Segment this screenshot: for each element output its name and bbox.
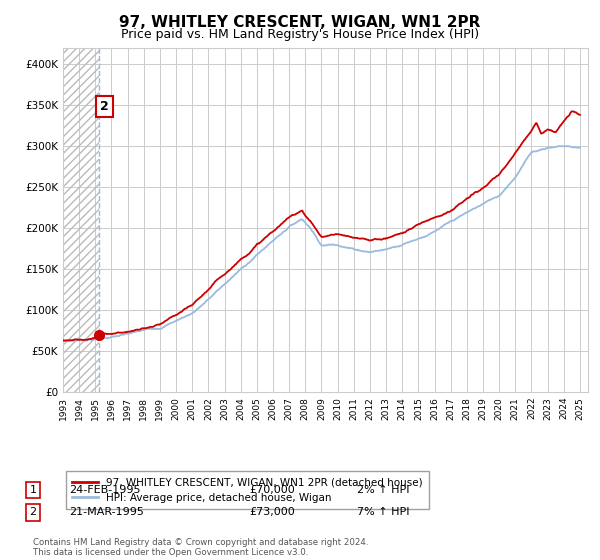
Text: Price paid vs. HM Land Registry's House Price Index (HPI): Price paid vs. HM Land Registry's House …: [121, 28, 479, 41]
Text: 2: 2: [100, 100, 109, 113]
Text: 7% ↑ HPI: 7% ↑ HPI: [357, 507, 409, 517]
Text: 2: 2: [29, 507, 37, 517]
Text: 1: 1: [29, 485, 37, 495]
Text: 24-FEB-1995: 24-FEB-1995: [69, 485, 140, 495]
Text: 2% ↑ HPI: 2% ↑ HPI: [357, 485, 409, 495]
Text: 97, WHITLEY CRESCENT, WIGAN, WN1 2PR: 97, WHITLEY CRESCENT, WIGAN, WN1 2PR: [119, 15, 481, 30]
Text: £73,000: £73,000: [249, 507, 295, 517]
Text: £70,000: £70,000: [249, 485, 295, 495]
Legend: 97, WHITLEY CRESCENT, WIGAN, WN1 2PR (detached house), HPI: Average price, detac: 97, WHITLEY CRESCENT, WIGAN, WN1 2PR (de…: [65, 472, 429, 509]
Bar: [63, 48, 100, 392]
Text: 21-MAR-1995: 21-MAR-1995: [69, 507, 144, 517]
Text: Contains HM Land Registry data © Crown copyright and database right 2024.
This d: Contains HM Land Registry data © Crown c…: [33, 538, 368, 557]
